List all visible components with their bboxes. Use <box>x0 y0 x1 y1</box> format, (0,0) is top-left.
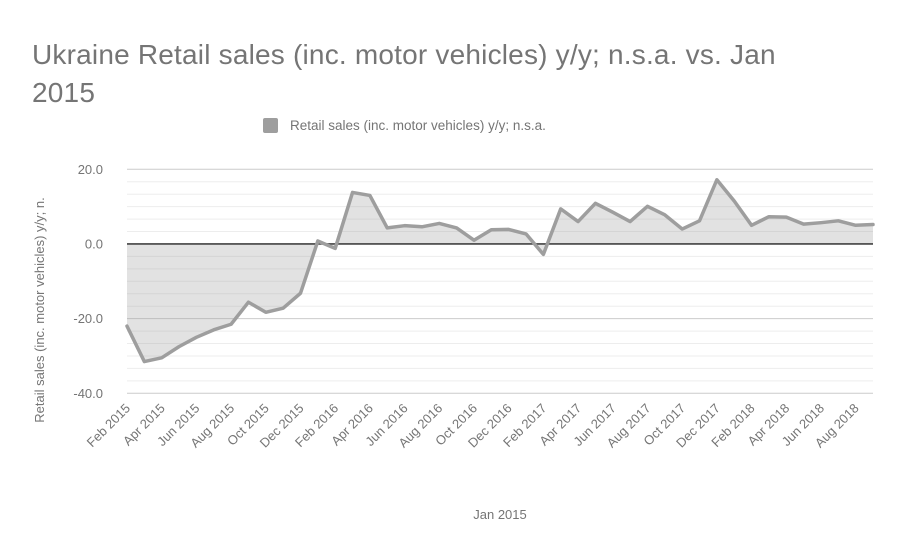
y-tick-label: -40.0 <box>73 386 103 401</box>
legend-swatch-icon <box>263 118 278 133</box>
series-line <box>125 178 875 364</box>
chart-title: Ukraine Retail sales (inc. motor vehicle… <box>32 39 776 108</box>
legend-label: Retail sales (inc. motor vehicles) y/y; … <box>290 118 546 133</box>
y-tick-label: -20.0 <box>73 311 103 326</box>
series-area-fill <box>127 179 873 362</box>
y-axis-title: Retail sales (inc. motor vehicles) y/y; … <box>32 197 47 422</box>
legend-item[interactable]: Retail sales (inc. motor vehicles) y/y; … <box>263 118 546 133</box>
y-tick-label: 0.0 <box>85 236 103 251</box>
x-axis-title: Jan 2015 <box>473 507 527 522</box>
y-tick-label: 20.0 <box>78 162 103 177</box>
